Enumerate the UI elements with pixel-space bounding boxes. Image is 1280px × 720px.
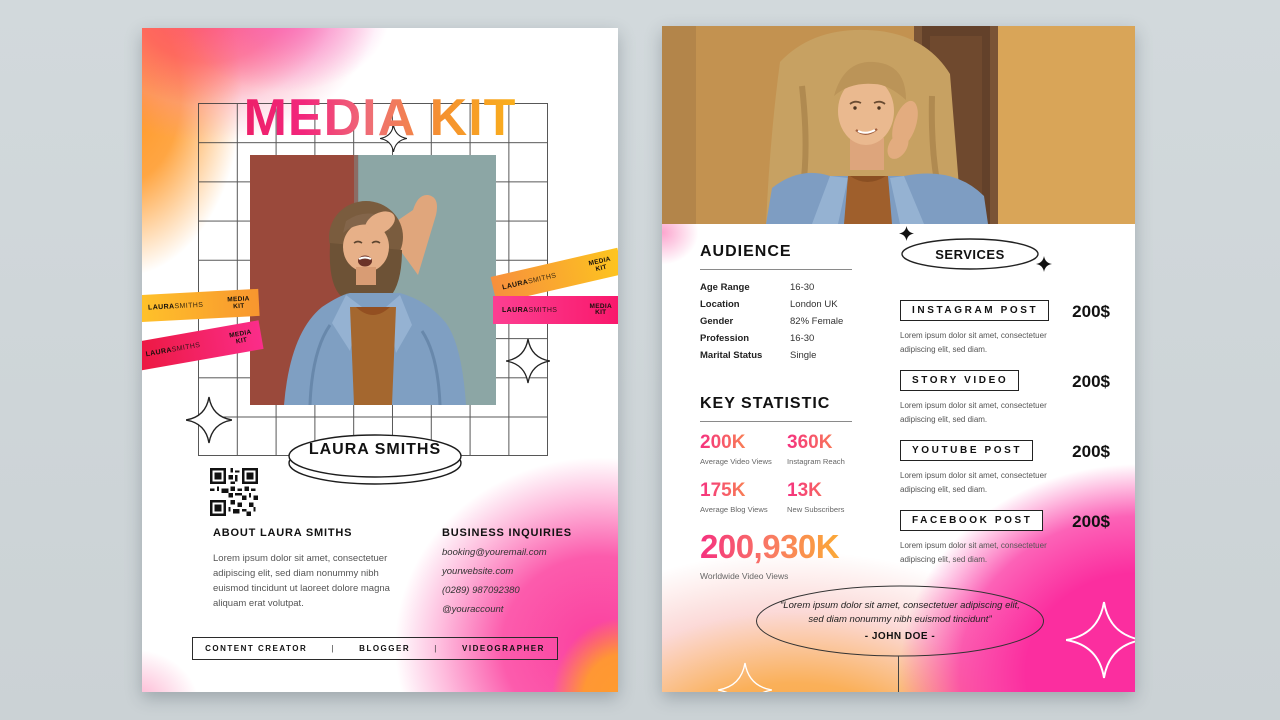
roles-bar: CONTENT CREATOR | BLOGGER | VIDEOGRAPHER [192, 637, 558, 660]
services-heading: SERVICES [935, 247, 1005, 262]
media-kit-page-1: MEDIA KIT [142, 28, 618, 692]
big-stat: 200,930K Worldwide Video Views [700, 528, 885, 581]
service-item: INSTAGRAM POST 200$ Lorem ipsum dolor si… [900, 300, 1112, 356]
stat: 200K Average Video Views [700, 432, 787, 466]
inquiries-section: BUSINESS INQUIRIES booking@youremail.com… [442, 527, 602, 615]
name-badge: LAURA SMITHS [288, 428, 462, 486]
ribbon-tag: MEDIA KIT [589, 302, 612, 316]
service-desc: Lorem ipsum dolor sit amet, consectetuer… [900, 471, 1047, 494]
ribbon-tag: MEDIA KIT [228, 328, 253, 345]
services-section: SERVICES INSTAGRAM POST 200$ Lorem ipsum… [899, 224, 1112, 566]
oval-frame [756, 585, 1044, 657]
stat: 360K Instagram Reach [787, 432, 885, 466]
sparkle-icon [1036, 256, 1052, 272]
stat: 13K New Subscribers [787, 480, 885, 514]
ribbon-tag: MEDIA KIT [227, 295, 250, 310]
sparkle-icon [899, 226, 914, 241]
quote-text: “Lorem ipsum dolor sit amet, consectetue… [780, 600, 1020, 625]
audience-section: AUDIENCE Age Range 16-30 Location London… [700, 243, 870, 361]
role-label: BLOGGER [359, 644, 411, 653]
qr-code [210, 468, 258, 516]
service-price: 200$ [1072, 372, 1110, 391]
ribbon-brand: LAURASMITHS [145, 341, 201, 359]
service-price: 200$ [1072, 512, 1110, 531]
creator-name: LAURA SMITHS [308, 441, 442, 458]
service-item: STORY VIDEO 200$ Lorem ipsum dolor sit a… [900, 370, 1112, 426]
page-content: AUDIENCE Age Range 16-30 Location London… [662, 26, 1135, 692]
audience-row: Gender 82% Female [700, 316, 844, 327]
quote-stem-line [898, 656, 899, 692]
service-name: FACEBOOK POST [900, 510, 1044, 531]
audience-row: Marital Status Single [700, 350, 817, 361]
stat: 175K Average Blog Views [700, 480, 787, 514]
key-statistic-heading: KEY STATISTIC [700, 395, 831, 412]
role-separator: | [331, 644, 336, 653]
role-separator: | [434, 644, 438, 653]
ribbon-brand: LAURASMITHS [147, 301, 204, 312]
quote-author: - JOHN DOE - [864, 631, 936, 642]
header-photo [662, 26, 1135, 224]
service-item: YOUTUBE POST 200$ Lorem ipsum dolor sit … [900, 440, 1112, 496]
inquiries-heading: BUSINESS INQUIRIES [442, 527, 572, 539]
service-name: INSTAGRAM POST [900, 300, 1050, 321]
ribbon-brand: LAURASMITHS [502, 306, 558, 314]
about-body: Lorem ipsum dolor sit amet, consectetuer… [213, 553, 390, 609]
sparkle-icon [1066, 601, 1135, 679]
about-section: ABOUT LAURA SMITHS Lorem ipsum dolor sit… [213, 527, 423, 611]
sparkle-icon [186, 396, 232, 444]
audience-row: Age Range 16-30 [700, 282, 815, 293]
service-price: 200$ [1072, 302, 1110, 321]
sparkle-icon [718, 662, 772, 692]
profile-photo [250, 155, 496, 405]
service-desc: Lorem ipsum dolor sit amet, consectetuer… [900, 331, 1047, 354]
oval-frame [288, 434, 462, 485]
media-kit-page-2: AUDIENCE Age Range 16-30 Location London… [662, 26, 1135, 692]
service-desc: Lorem ipsum dolor sit amet, consectetuer… [900, 401, 1047, 424]
testimonial: “Lorem ipsum dolor sit amet, consectetue… [755, 585, 1045, 657]
service-name: YOUTUBE POST [900, 440, 1034, 461]
ribbon-tag: MEDIA KIT [587, 255, 612, 273]
role-label: CONTENT CREATOR [205, 644, 308, 653]
ribbon-brand: LAURASMITHS [501, 272, 558, 292]
about-heading: ABOUT LAURA SMITHS [213, 527, 353, 539]
contact-social: @youraccount [442, 604, 504, 615]
service-item: FACEBOOK POST 200$ Lorem ipsum dolor sit… [900, 510, 1112, 566]
audience-heading: AUDIENCE [700, 243, 792, 260]
oval-frame [901, 238, 1039, 270]
page-title: MEDIA KIT [142, 88, 618, 148]
role-label: VIDEOGRAPHER [462, 644, 545, 653]
divider [700, 269, 852, 270]
sparkle-icon [506, 338, 550, 384]
contact-email: booking@youremail.com [442, 547, 547, 558]
contact-website: yourwebsite.com [442, 566, 514, 577]
service-name: STORY VIDEO [900, 370, 1020, 391]
contact-phone: (0289) 987092380 [442, 585, 520, 596]
ribbon-pink: LAURASMITHS MEDIA KIT [493, 296, 618, 324]
audience-row: Location London UK [700, 299, 838, 310]
key-statistic-section: KEY STATISTIC 200K Average Video Views 3… [700, 395, 885, 581]
service-price: 200$ [1072, 442, 1110, 461]
audience-row: Profession 16-30 [700, 333, 815, 344]
services-badge: SERVICES [899, 224, 1060, 286]
divider [700, 421, 852, 422]
service-desc: Lorem ipsum dolor sit amet, consectetuer… [900, 541, 1047, 564]
